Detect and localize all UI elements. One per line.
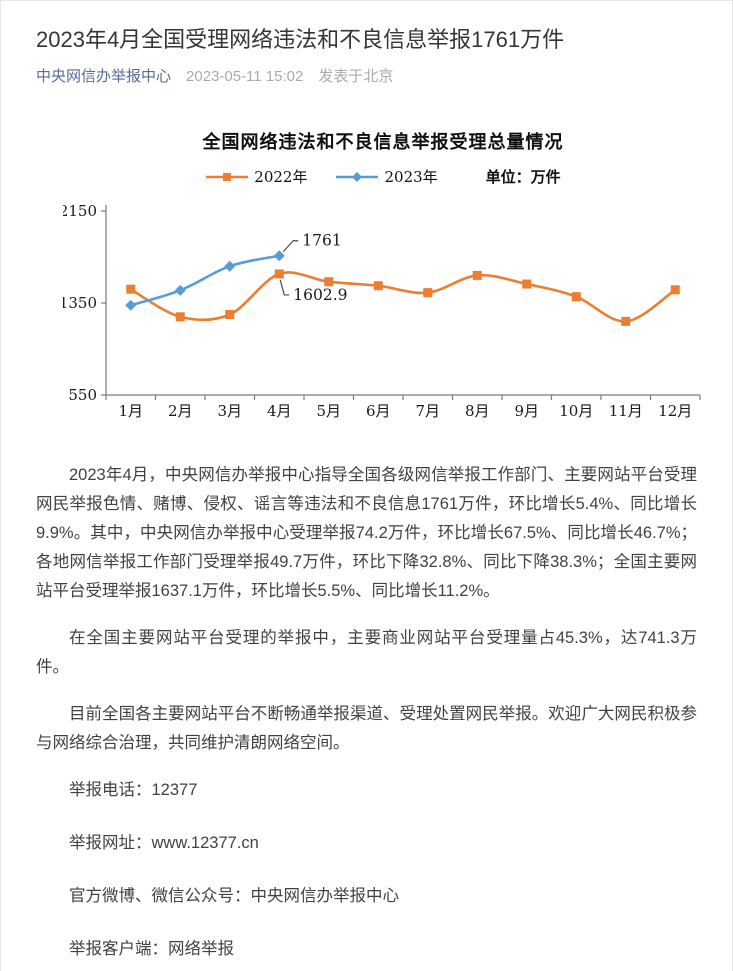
- contact-line-1: 举报电话：12377: [69, 781, 198, 799]
- diamond-marker-icon: [273, 250, 285, 262]
- series-2023年: [125, 250, 285, 311]
- square-marker-icon: [522, 279, 532, 289]
- x-tick-label: 3月: [217, 402, 242, 420]
- x-tick-label: 6月: [366, 402, 391, 420]
- diamond-marker-icon: [174, 284, 186, 296]
- paragraph-3: 目前全国各主要网站平台不断畅通举报渠道、受理处置网民举报。欢迎广大网民积极参与网…: [36, 705, 697, 752]
- square-marker-icon: [175, 312, 185, 322]
- annotation-1761: 1761: [282, 232, 342, 253]
- contact-line-3: 官方微博、微信公众号：中央网信办举报中心: [69, 887, 399, 905]
- square-marker-icon: [225, 310, 235, 319]
- series-line: [129, 271, 677, 323]
- diamond-marker-icon: [125, 299, 137, 311]
- legend-label: 2023年: [384, 168, 438, 186]
- x-tick-label: 12月: [658, 402, 692, 420]
- square-marker-icon: [571, 292, 581, 302]
- chart-unit-label: 单位：万件: [485, 168, 561, 186]
- byline: 中央网信办举报中心 2023-05-11 15:02 发表于北京: [36, 65, 697, 86]
- y-tick-label: 2150: [63, 202, 97, 220]
- article-body: 2023年4月，中央网信办举报中心指导全国各级网信举报工作部门、主要网站平台受理…: [1, 461, 732, 758]
- publish-location: 发表于北京: [318, 68, 394, 85]
- chart-axes: 2150 1350 550 1月 2月 3月 4月 5月 6月 7月 8月 9月 10月 11月 12月: [63, 202, 701, 420]
- legend-item-2022年: 2022年: [205, 166, 307, 187]
- annotation-leader-line: [279, 279, 290, 296]
- x-tick-label: 7月: [415, 402, 440, 420]
- line-chart-canvas: 2150 1350 550 1月 2月 3月 4月 5月 6月 7月 8月 9月 10月 11月 12月 17…: [63, 202, 701, 420]
- legend-label: 2022年: [254, 168, 308, 186]
- paragraph-2: 在全国主要网站平台受理的举报中，主要商业网站平台受理量占45.3%，达741.3…: [36, 629, 697, 676]
- square-marker-icon: [670, 285, 680, 295]
- account-link[interactable]: 中央网信办举报中心: [36, 68, 172, 85]
- paragraph-1: 2023年4月，中央网信办举报中心指导全国各级网信举报工作部门、主要网站平台受理…: [36, 466, 697, 600]
- diamond-marker-icon: [224, 260, 236, 272]
- publish-time: 2023-05-11 15:02: [186, 68, 304, 85]
- contact-line-4: 举报客户端：网络举报: [69, 940, 234, 958]
- annotation-1602.9: 1602.9: [279, 279, 348, 304]
- article-title: 2023年4月全国受理网络违法和不良信息举报1761万件: [36, 27, 565, 52]
- chart-title: 全国网络违法和不良信息举报受理总量情况: [202, 132, 564, 153]
- contact-list: 举报电话：12377 举报网址：www.12377.cn 官方微博、微信公众号：中央…: [1, 776, 732, 964]
- square-marker-icon: [126, 284, 136, 294]
- square-marker-icon: [472, 270, 482, 280]
- legend-item-2023年: 2023年: [335, 166, 438, 187]
- y-tick-label: 550: [68, 386, 97, 404]
- y-tick-label: 1350: [63, 294, 97, 312]
- x-tick-label: 1月: [118, 402, 143, 420]
- legend-swatch-diamond-icon: [336, 171, 379, 182]
- chart-legend: 2022年 2023年 单位：万件: [63, 166, 703, 187]
- annotation-leader-line: [282, 240, 299, 253]
- annotation-label: 1761: [302, 232, 341, 250]
- x-tick-label: 11月: [609, 402, 643, 420]
- square-marker-icon: [373, 281, 383, 291]
- series-line: [129, 254, 281, 307]
- square-marker-icon: [621, 316, 631, 326]
- square-marker-icon: [423, 288, 433, 298]
- report-total-chart: 全国网络违法和不良信息举报受理总量情况 2022年 2023年 单位：万件 2150…: [63, 116, 703, 427]
- contact-line-2: 举报网址：www.12377.cn: [69, 834, 259, 852]
- square-marker-icon: [324, 277, 334, 287]
- square-marker-icon: [274, 269, 284, 279]
- series-2022年: [126, 269, 680, 326]
- x-tick-label: 8月: [465, 402, 490, 420]
- x-tick-label: 2月: [168, 402, 193, 420]
- x-tick-label: 4月: [267, 402, 292, 420]
- x-tick-label: 9月: [514, 402, 539, 420]
- annotation-label: 1602.9: [293, 286, 347, 304]
- x-tick-label: 5月: [316, 402, 341, 420]
- legend-swatch-square-icon: [206, 172, 249, 181]
- x-tick-label: 10月: [559, 402, 593, 420]
